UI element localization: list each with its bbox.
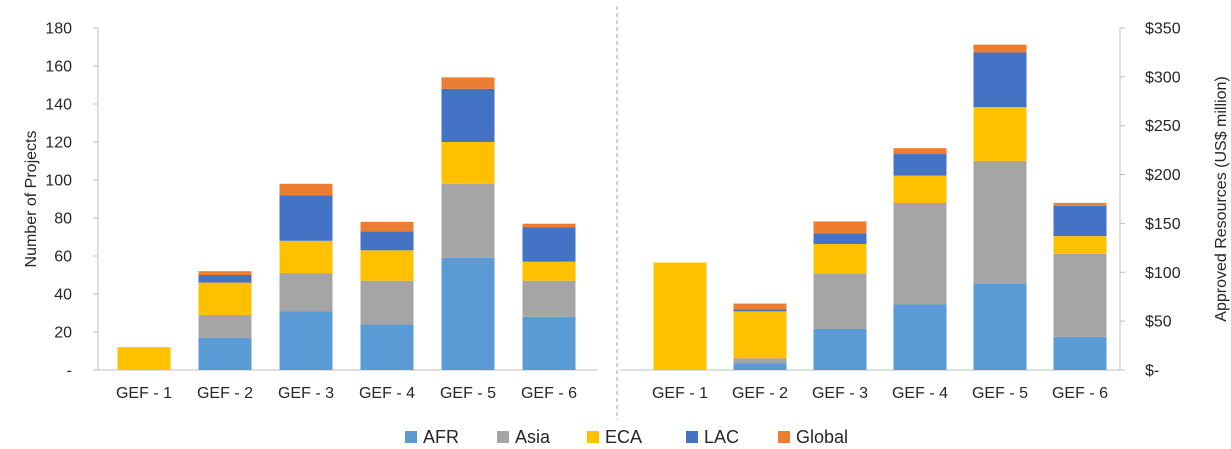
left-bar-asia-5	[441, 183, 495, 258]
right-bar-global-2	[733, 303, 787, 310]
right-bar-lac-4	[893, 154, 947, 176]
left-bar-global-3	[279, 183, 333, 196]
left-bar-afr-2	[198, 337, 252, 370]
right-bar-lac-6	[1053, 205, 1107, 237]
left-bar-global-2	[198, 271, 252, 275]
left-y-tick-label: 100	[45, 173, 72, 190]
right-x-tick-label: GEF - 2	[732, 385, 788, 402]
right-x-tick-label: GEF - 5	[972, 385, 1028, 402]
right-x-tick-label: GEF - 4	[892, 385, 948, 402]
left-bar-asia-3	[279, 273, 333, 312]
legend-label-afr: AFR	[423, 427, 459, 447]
legend-label-global: Global	[796, 427, 848, 447]
right-x-tick-label: GEF - 6	[1052, 385, 1108, 402]
legend-swatch-afr	[405, 431, 417, 443]
right-y-tick-label: $350	[1145, 21, 1181, 38]
left-y-tick-label: -	[67, 363, 72, 380]
left-bar-global-4	[360, 221, 414, 232]
left-bar-global-5	[441, 77, 495, 89]
left-bar-asia-4	[360, 280, 414, 325]
right-bar-afr-5	[973, 284, 1027, 370]
right-y-tick-label: $300	[1145, 69, 1181, 86]
right-y-tick-label: $200	[1145, 167, 1181, 184]
right-bar-eca-1	[653, 262, 707, 370]
left-bar-lac-4	[360, 231, 414, 251]
left-bar-global-6	[522, 223, 576, 228]
right-y-tick-label: $-	[1145, 363, 1159, 380]
right-bar-asia-4	[893, 202, 947, 305]
right-y-axis-title: Approved Resources (US$ million)	[1213, 76, 1230, 321]
left-y-tick-label: 80	[54, 211, 72, 228]
left-bar-lac-3	[279, 195, 333, 241]
left-x-tick-label: GEF - 5	[440, 385, 496, 402]
left-bar-eca-3	[279, 240, 333, 274]
right-bar-asia-6	[1053, 253, 1107, 337]
right-bar-lac-5	[973, 52, 1027, 108]
left-bar-afr-3	[279, 311, 333, 370]
left-y-tick-label: 40	[54, 287, 72, 304]
left-x-tick-label: GEF - 2	[197, 385, 253, 402]
right-bar-eca-4	[893, 175, 947, 203]
right-x-tick-label: GEF - 1	[652, 385, 708, 402]
right-bar-afr-3	[813, 328, 867, 370]
right-bar-eca-2	[733, 311, 787, 359]
left-bar-afr-5	[441, 257, 495, 370]
right-bar-eca-5	[973, 107, 1027, 161]
left-bar-afr-6	[522, 316, 576, 370]
left-y-tick-label: 180	[45, 21, 72, 38]
left-bar-lac-5	[441, 88, 495, 142]
left-bar-eca-5	[441, 142, 495, 184]
right-bar-asia-2	[733, 358, 787, 364]
left-x-tick-label: GEF - 1	[116, 385, 172, 402]
left-y-tick-label: 140	[45, 97, 72, 114]
legend-swatch-asia	[497, 431, 509, 443]
right-bar-asia-5	[973, 160, 1027, 285]
left-bar-eca-1	[117, 347, 171, 370]
left-x-tick-label: GEF - 6	[521, 385, 577, 402]
left-y-tick-label: 160	[45, 59, 72, 76]
right-bar-afr-6	[1053, 336, 1107, 370]
right-bar-lac-2	[733, 309, 787, 312]
right-y-tick-label: $150	[1145, 216, 1181, 233]
legend-swatch-lac	[686, 431, 698, 443]
left-x-tick-label: GEF - 3	[278, 385, 334, 402]
right-x-tick-label: GEF - 3	[812, 385, 868, 402]
right-bar-afr-2	[733, 363, 787, 370]
legend-label-asia: Asia	[515, 427, 551, 447]
left-bar-lac-6	[522, 227, 576, 262]
right-bar-eca-3	[813, 243, 867, 274]
left-y-tick-label: 20	[54, 325, 72, 342]
legend-swatch-eca	[587, 431, 599, 443]
right-bar-asia-3	[813, 273, 867, 329]
left-y-tick-label: 60	[54, 249, 72, 266]
left-bar-asia-2	[198, 314, 252, 338]
right-bar-global-4	[893, 148, 947, 155]
left-x-tick-label: GEF - 4	[359, 385, 415, 402]
right-y-tick-label: $100	[1145, 265, 1181, 282]
right-y-tick-label: $50	[1145, 314, 1172, 331]
left-y-axis-title: Number of Projects	[23, 131, 40, 268]
left-bar-eca-2	[198, 282, 252, 315]
right-y-tick-label: $250	[1145, 118, 1181, 135]
right-bar-lac-3	[813, 233, 867, 244]
right-bar-global-5	[973, 44, 1027, 53]
right-bar-eca-6	[1053, 236, 1107, 254]
left-bar-eca-4	[360, 250, 414, 281]
left-bar-afr-4	[360, 324, 414, 370]
right-bar-global-6	[1053, 202, 1107, 206]
legend-label-eca: ECA	[605, 427, 642, 447]
right-bar-afr-4	[893, 304, 947, 370]
legend-swatch-global	[778, 431, 790, 443]
left-bar-eca-6	[522, 261, 576, 281]
left-bar-lac-2	[198, 275, 252, 283]
left-y-tick-label: 120	[45, 135, 72, 152]
left-bar-asia-6	[522, 280, 576, 317]
right-bar-global-3	[813, 221, 867, 234]
legend-label-lac: LAC	[704, 427, 739, 447]
